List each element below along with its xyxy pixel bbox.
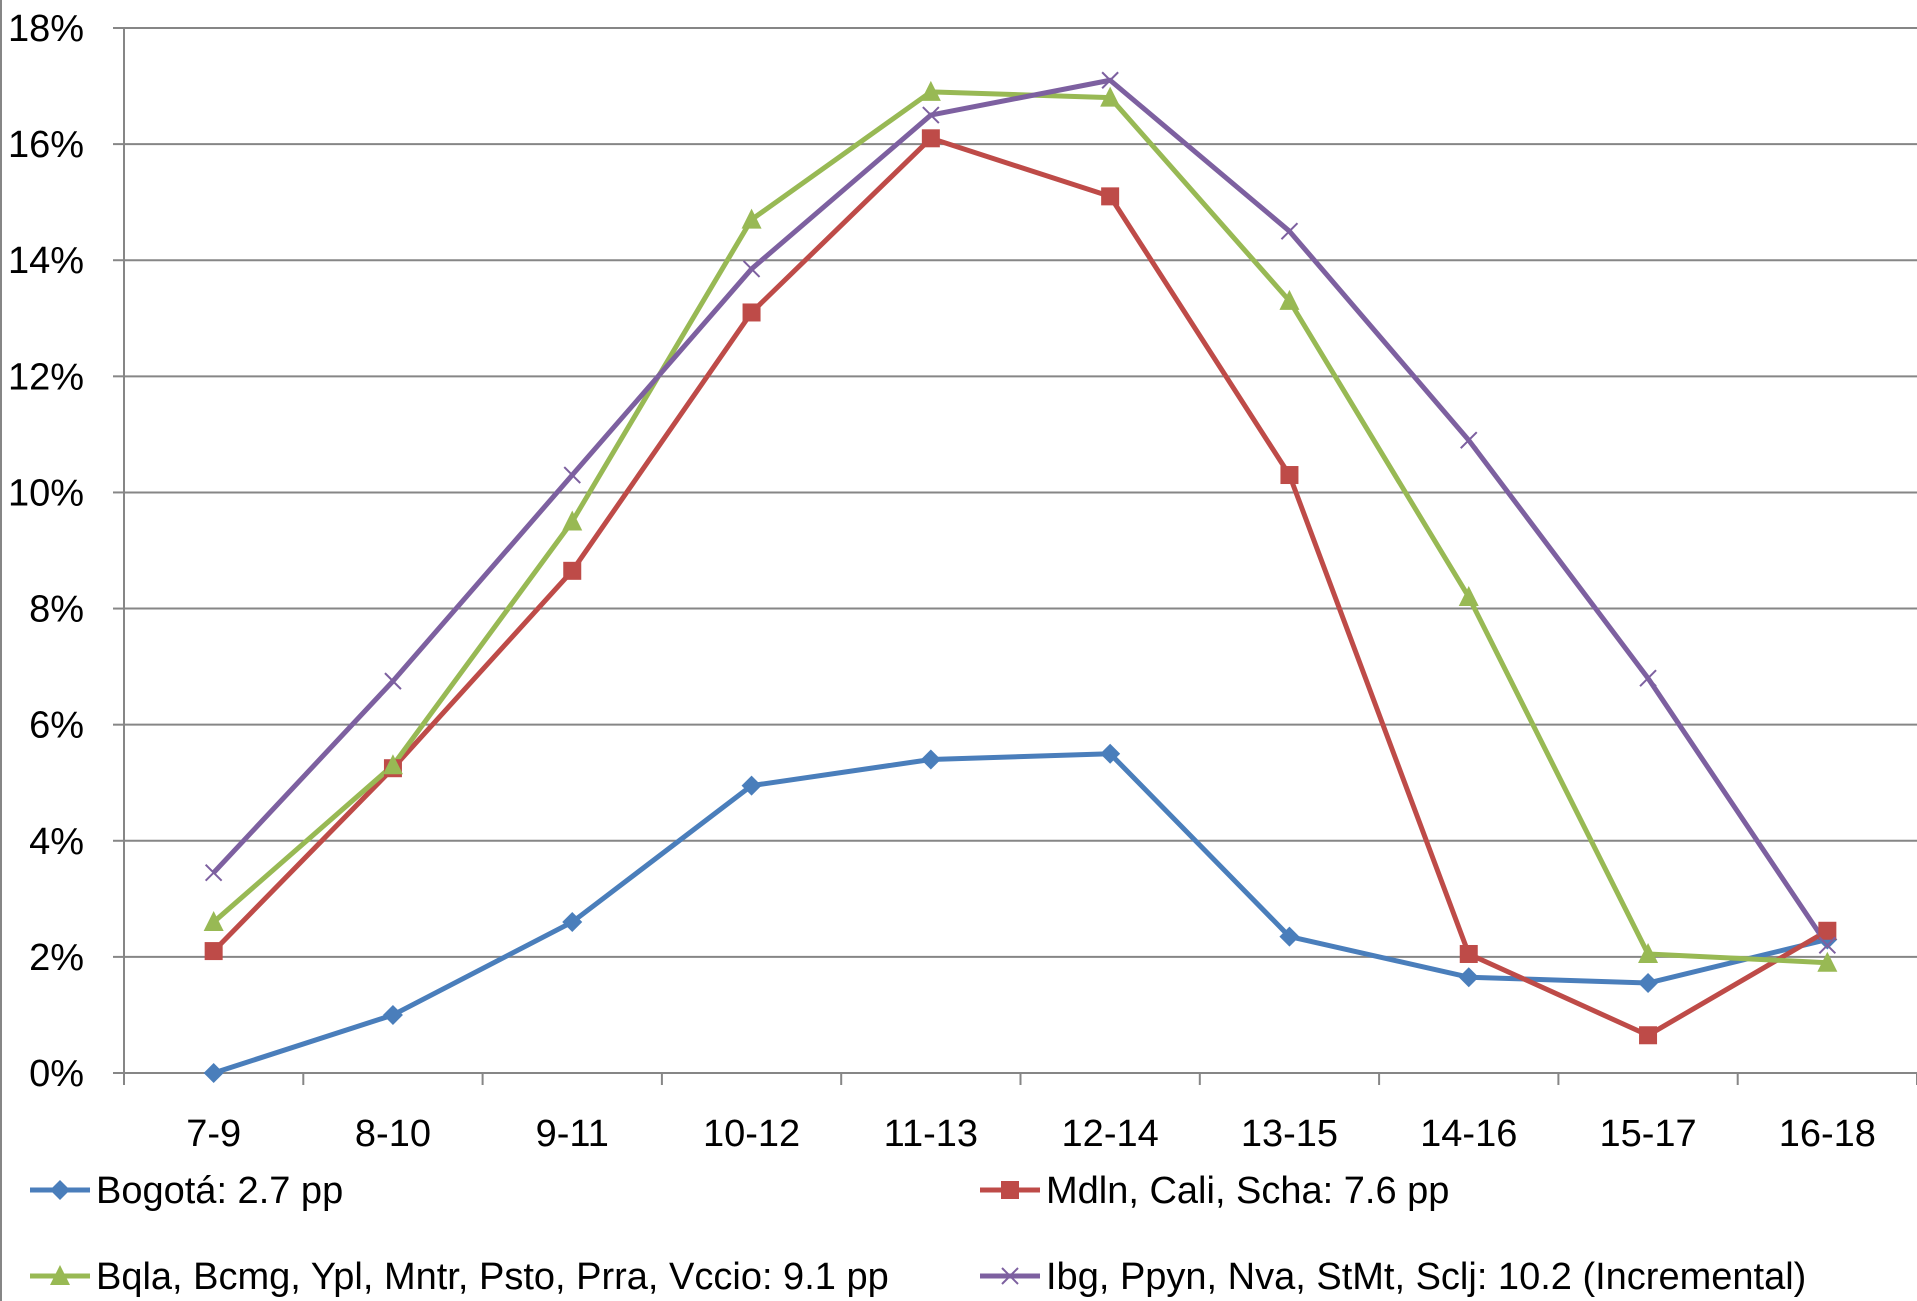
x-tick-label: 11-13 <box>884 1113 978 1155</box>
data-point-series-3 <box>1279 289 1300 310</box>
data-point-series-3 <box>1817 951 1838 972</box>
data-point-series-3 <box>741 208 762 229</box>
marker-stroke <box>1639 669 1657 687</box>
data-point-series-4 <box>1818 936 1837 954</box>
data-point-series-2 <box>1818 921 1837 940</box>
data-point-series-3 <box>382 754 403 775</box>
legend-label: Bogotá: 2.7 pp <box>96 1170 343 1212</box>
series-line-2 <box>211 135 1829 1038</box>
data-point-series-2 <box>204 942 223 961</box>
series-line-1 <box>212 751 1828 1076</box>
y-tick-label: 4% <box>29 821 84 863</box>
y-tick-label: 2% <box>29 937 84 979</box>
legend-swatch-marker <box>1001 1267 1019 1285</box>
x-tick-label: 15-17 <box>1599 1113 1696 1155</box>
legend-item-4: Ibg, Ppyn, Nva, StMt, Sclj: 10.2 (Increm… <box>980 1256 1806 1298</box>
marker-stroke <box>204 864 223 882</box>
data-point-series-4 <box>1639 669 1657 687</box>
y-tick-label: 0% <box>29 1053 84 1095</box>
data-point-series-1 <box>741 775 762 796</box>
data-point-series-2 <box>921 129 940 148</box>
y-tick-label: 18% <box>8 8 84 50</box>
x-tick-label: 8-10 <box>355 1113 431 1155</box>
data-point-series-4 <box>384 672 402 690</box>
data-point-series-1 <box>1638 973 1659 994</box>
series-line-3 <box>212 89 1828 966</box>
marker-stroke <box>1101 71 1119 89</box>
x-tick-label: 7-9 <box>186 1113 241 1155</box>
data-point-series-1 <box>920 749 941 770</box>
x-axis: 7-9 8-10 9-11 10-12 11-13 12-14 13-15 14-16 15-1… <box>123 1072 1917 1155</box>
data-point-series-3 <box>1638 942 1659 963</box>
series-markers <box>203 71 1838 1083</box>
marker-stroke <box>1460 431 1478 449</box>
legend-swatch-marker <box>50 1265 70 1285</box>
x-tick-label: 12-14 <box>1062 1113 1159 1155</box>
legend-item-2: Mdln, Cali, Scha: 7.6 pp <box>980 1170 1449 1212</box>
marker-stroke <box>1001 1267 1019 1285</box>
marker-stroke <box>922 106 940 124</box>
data-point-series-3 <box>920 80 941 101</box>
legend-item-3: Bqla, Bcmg, Ypl, Mntr, Psto, Prra, Vccio… <box>30 1256 889 1298</box>
legend-label: Ibg, Ppyn, Nva, StMt, Sclj: 10.2 (Increm… <box>1046 1256 1806 1298</box>
data-point-series-1 <box>1458 967 1479 988</box>
data-point-series-4 <box>742 260 761 278</box>
data-point-series-4 <box>1101 71 1119 89</box>
marker-stroke <box>742 260 761 278</box>
data-point-series-3 <box>562 510 583 531</box>
y-tick-label: 12% <box>8 356 84 398</box>
data-point-series-1 <box>382 1004 403 1025</box>
data-point-series-2 <box>563 561 582 580</box>
data-point-series-2 <box>742 303 761 322</box>
y-tick-label: 16% <box>8 124 84 166</box>
data-point-series-1 <box>1279 926 1300 947</box>
data-point-series-2 <box>1639 1026 1658 1045</box>
data-point-series-4 <box>1460 431 1478 449</box>
data-point-series-3 <box>1458 585 1479 606</box>
data-point-series-2 <box>1459 944 1478 963</box>
data-point-series-4 <box>204 864 223 882</box>
x-tick-label: 9-11 <box>536 1113 609 1155</box>
data-point-series-3 <box>203 911 224 932</box>
legend-swatch-marker <box>1001 1181 1019 1199</box>
data-point-series-2 <box>1101 187 1120 206</box>
x-tick-label: 10-12 <box>703 1113 800 1155</box>
data-point-series-4 <box>563 466 581 484</box>
legend-label: Bqla, Bcmg, Ypl, Mntr, Psto, Prra, Vccio… <box>96 1256 889 1298</box>
marker-stroke <box>1280 222 1299 240</box>
data-point-series-3 <box>1100 86 1121 107</box>
data-point-series-1 <box>562 912 583 933</box>
legend: Bogotá: 2.7 pp Mdln, Cali, Scha: 7.6 pp Bq… <box>30 1170 1806 1298</box>
legend-label: Mdln, Cali, Scha: 7.6 pp <box>1046 1170 1449 1212</box>
legend-swatch-marker <box>50 1180 70 1200</box>
y-axis-tick-labels: 0% 2% 4% 6% 8% 10% 12% 14% 16% 18% <box>8 8 84 1095</box>
x-tick-label: 16-18 <box>1779 1113 1876 1155</box>
y-tick-label: 14% <box>8 240 84 282</box>
marker-stroke <box>1818 936 1837 954</box>
y-tick-label: 6% <box>29 705 84 747</box>
series-line-4 <box>211 77 1830 947</box>
data-point-series-1 <box>1100 743 1121 764</box>
y-tick-label: 8% <box>29 589 84 631</box>
data-point-series-1 <box>203 1063 224 1083</box>
data-point-series-4 <box>922 106 940 124</box>
x-tick-label: 13-15 <box>1241 1113 1338 1155</box>
legend-item-1: Bogotá: 2.7 pp <box>30 1170 343 1212</box>
x-tick-label: 14-16 <box>1420 1113 1517 1155</box>
series-lines <box>211 77 1830 1076</box>
y-tick-label: 10% <box>8 472 84 514</box>
marker-stroke <box>384 672 402 690</box>
data-point-series-2 <box>1280 466 1299 485</box>
marker-stroke <box>563 466 581 484</box>
data-point-series-4 <box>1280 222 1299 240</box>
